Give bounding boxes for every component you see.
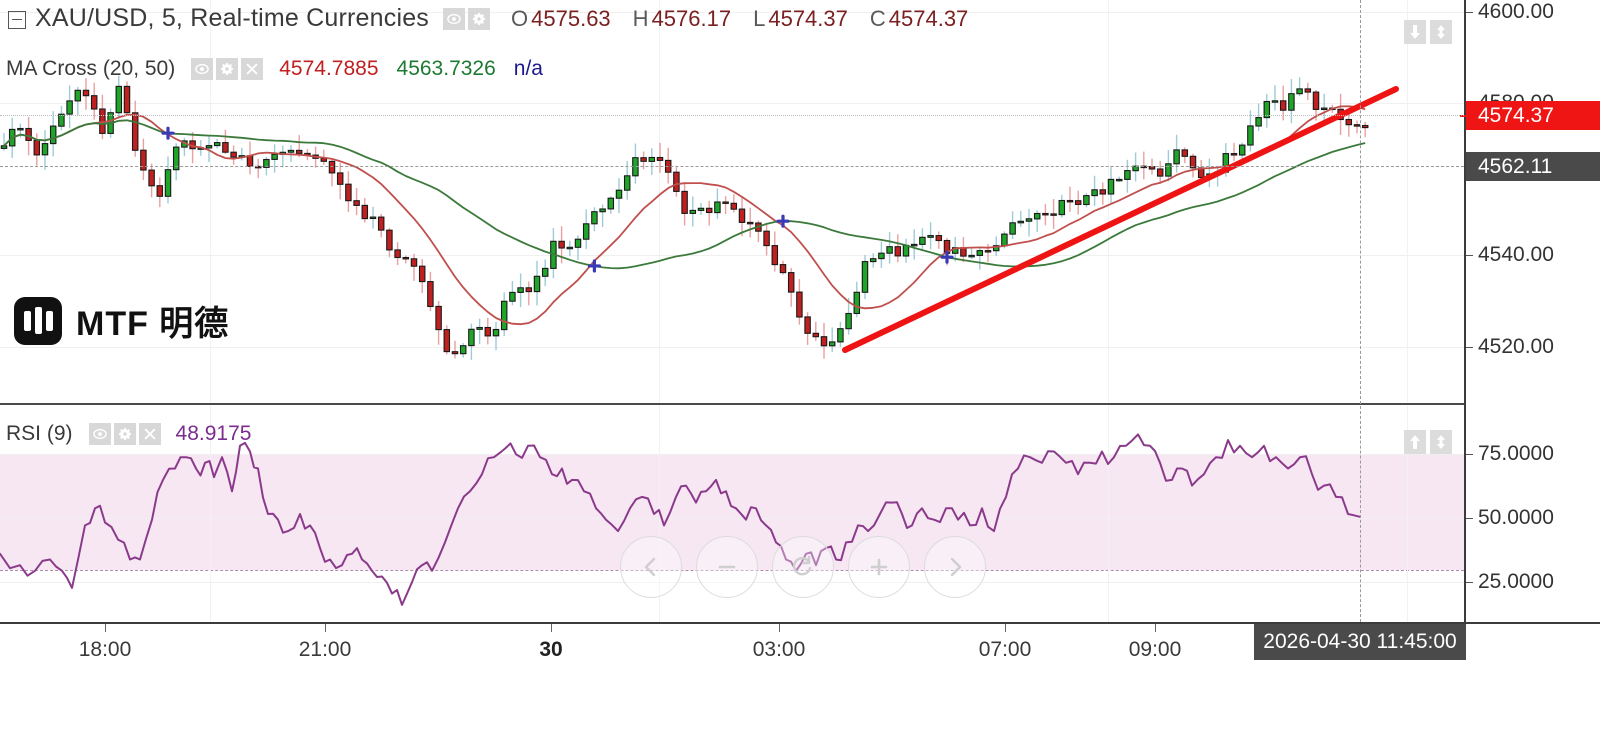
ma-signal-value: n/a	[513, 57, 543, 80]
trendline-drawing[interactable]	[0, 0, 1464, 404]
ohlc-high-label: H	[632, 5, 649, 31]
gear-icon[interactable]	[216, 58, 239, 80]
crosshair-vertical-rsi	[1360, 406, 1361, 622]
arrow-down-icon[interactable]	[1404, 20, 1426, 44]
time-tick-label: 18:00	[78, 638, 132, 661]
reset-icon[interactable]	[772, 536, 834, 598]
main-pane-controls[interactable]	[1404, 20, 1452, 44]
ohlc-low-value: 4574.37	[768, 5, 848, 31]
pane-separator[interactable]	[0, 403, 1464, 405]
rsi-legend: RSI (9) 48.9175	[6, 422, 251, 446]
time-tick-label: 07:00	[978, 638, 1032, 661]
chart-navigation-controls[interactable]	[620, 536, 986, 598]
ohlc-close-label: C	[869, 5, 886, 31]
arrows-updown-icon[interactable]	[1430, 430, 1452, 454]
arrows-updown-icon[interactable]	[1430, 20, 1452, 44]
watermark-logo: MTF 明德	[14, 296, 229, 345]
price-series-canvas	[0, 75, 1369, 360]
eye-icon[interactable]	[88, 423, 111, 445]
ma-slow-value: 4563.7326	[396, 57, 496, 80]
last-price-line	[0, 115, 1464, 116]
price-tick-label: 4600.00	[1478, 0, 1554, 23]
watermark-text: MTF 明德	[76, 305, 230, 343]
main-price-pane[interactable]: MTF 明德 XAU/USD, 5, Real-time Currencies	[0, 0, 1464, 404]
rsi-tick-label: 75.0000	[1478, 442, 1554, 465]
close-icon[interactable]	[241, 58, 264, 80]
ohlc-readout: O 4575.63 H 4576.17 L 4574.37 C 4574.37	[511, 6, 990, 32]
ma-cross-label: MA Cross (20, 50)	[6, 57, 176, 80]
crosshair-vertical	[1360, 0, 1361, 404]
eye-icon[interactable]	[443, 7, 466, 30]
arrow-up-icon[interactable]	[1404, 430, 1426, 454]
time-tick-label: 03:00	[752, 638, 806, 661]
ohlc-close-value: 4574.37	[888, 5, 969, 31]
ohlc-open-value: 4575.63	[531, 5, 611, 31]
rsi-label: RSI (9)	[6, 422, 73, 445]
rsi-tick-label: 50.0000	[1478, 506, 1554, 529]
chevron-right-icon[interactable]	[924, 536, 986, 598]
page-title: XAU/USD, 5, Real-time Currencies	[35, 4, 430, 32]
minus-icon[interactable]	[696, 536, 758, 598]
price-tick-label: 4540.00	[1478, 243, 1554, 266]
rsi-tick-label: 25.0000	[1478, 570, 1554, 593]
chevron-left-icon[interactable]	[620, 536, 682, 598]
gear-icon[interactable]	[468, 7, 491, 30]
crosshair-price-tag: 4562.11	[1466, 152, 1600, 181]
rsi-value: 48.9175	[175, 422, 252, 445]
crosshair-time-tag: 2026-04-30 11:45:00	[1254, 624, 1466, 660]
time-axis[interactable]: 18:00 21:00 30 03:00 07:00 09:00 2026-04…	[0, 622, 1600, 734]
eye-icon[interactable]	[191, 58, 214, 80]
price-tick-label: 4520.00	[1478, 335, 1554, 358]
time-tick-label: 09:00	[1128, 638, 1182, 661]
current-price-tag: 4574.37	[1460, 101, 1600, 130]
collapse-minus-icon[interactable]	[8, 10, 26, 29]
price-axis[interactable]: 4600.00 4580.00 4540.00 4520.00 4574.37 …	[1460, 0, 1600, 622]
ohlc-high-value: 4576.17	[651, 5, 732, 31]
gear-icon[interactable]	[113, 423, 136, 445]
mtf-bars-logo-icon	[14, 296, 62, 345]
crosshair-horizontal	[0, 166, 1464, 167]
close-icon[interactable]	[138, 423, 161, 445]
rsi-series-canvas	[0, 433, 1361, 606]
ma-fast-value: 4574.7885	[279, 57, 379, 80]
ohlc-low-label: L	[753, 5, 766, 31]
ohlc-open-label: O	[511, 5, 529, 31]
time-tick-label: 21:00	[298, 638, 352, 661]
rsi-pane-controls[interactable]	[1404, 430, 1452, 454]
ma-cross-legend: MA Cross (20, 50) 4574.7885 4563.7326 n/…	[6, 57, 543, 81]
main-legend: XAU/USD, 5, Real-time Currencies O 4575.…	[8, 4, 990, 33]
plus-icon[interactable]	[848, 536, 910, 598]
time-tick-label-day: 30	[539, 638, 563, 661]
